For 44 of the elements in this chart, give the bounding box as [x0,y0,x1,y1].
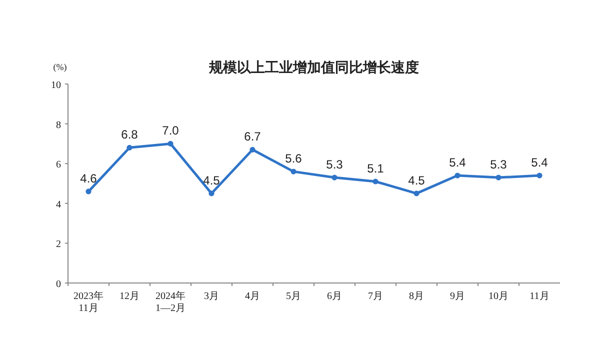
data-label: 4.5 [203,173,220,188]
point [332,174,338,180]
x-tick-label: 3月 [204,291,219,302]
x-tick-label: 6月 [327,291,342,302]
x-tick-label: 11月 [530,291,550,302]
point [454,172,460,178]
data-label: 6.8 [121,128,138,142]
point [536,172,542,178]
point [290,168,296,174]
x-tick-label: 12月 [120,291,140,302]
y-tick-label: 10 [51,80,61,91]
x-tick-label: 2024年 1—2月 [156,290,186,314]
y-tick-label: 2 [56,239,61,250]
point [414,190,420,196]
data-label: 4.6 [80,171,98,186]
data-label: 5.6 [285,152,302,166]
y-tick-label: 8 [56,120,61,131]
data-label: 5.3 [326,158,344,172]
x-tick-label: 8月 [409,291,424,302]
point [250,146,256,152]
point [86,188,92,194]
x-tick-label: 4月 [245,291,260,302]
point [208,190,214,196]
data-label: 5.3 [490,158,508,172]
point [168,140,174,146]
x-tick-label: 5月 [286,291,301,302]
data-label: 4.5 [408,173,426,188]
x-tick-label: 2023年 11月 [74,290,104,314]
y-tick-label: 0 [56,279,61,290]
x-tick-label: 10月 [488,291,508,302]
point [372,178,378,184]
point [126,144,132,150]
x-tick-label: 9月 [450,291,465,302]
data-label: 5.4 [531,156,548,170]
y-tick-label: 6 [56,160,61,171]
x-tick-label: 7月 [368,291,383,302]
data-label: 6.7 [244,130,262,144]
data-label: 5.1 [367,162,384,176]
chart-title: 规模以上工业增加值同比增长速度 [208,59,419,76]
data-label: 7.0 [162,124,180,138]
y-tick-label: 4 [56,199,61,210]
point [496,174,502,180]
data-label: 5.4 [449,156,466,170]
y-axis-title: (%) [53,62,67,72]
